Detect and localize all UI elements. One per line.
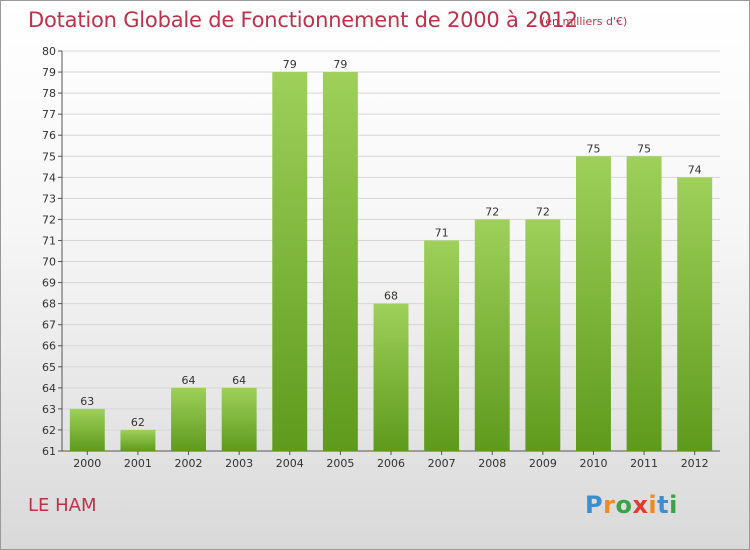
y-tick-label: 77 <box>42 108 56 121</box>
data-label: 75 <box>586 142 600 155</box>
data-label: 79 <box>333 58 347 71</box>
y-tick-label: 62 <box>42 424 56 437</box>
x-tick-label: 2004 <box>276 457 304 470</box>
y-tick-label: 79 <box>42 66 56 79</box>
data-label: 72 <box>536 205 550 218</box>
data-label: 68 <box>384 290 398 303</box>
x-tick-label: 2007 <box>428 457 456 470</box>
data-label: 74 <box>688 163 702 176</box>
chart-subtitle: (en milliers d'€) <box>541 15 628 28</box>
data-label: 64 <box>182 374 196 387</box>
bar <box>424 240 460 451</box>
y-tick-label: 63 <box>42 403 56 416</box>
data-label: 71 <box>435 226 449 239</box>
bar <box>677 177 713 451</box>
data-labels: 63 62 64 64 79 79 68 71 72 72 75 75 74 <box>80 58 701 429</box>
bar <box>626 156 662 451</box>
logo-letter: o <box>615 491 633 519</box>
bar <box>474 219 510 451</box>
y-tick-label: 80 <box>42 45 56 58</box>
x-tick-label: 2011 <box>630 457 658 470</box>
x-tick-label: 2001 <box>124 457 152 470</box>
x-tick-label: 2008 <box>478 457 506 470</box>
logo-letter: i <box>648 491 658 519</box>
data-label: 75 <box>637 142 651 155</box>
logo-letter: x <box>632 491 649 519</box>
y-tick-label: 72 <box>42 213 56 226</box>
bar <box>221 387 257 451</box>
y-tick-label: 75 <box>42 150 56 163</box>
y-tick-label: 74 <box>42 171 56 184</box>
y-tick-label: 71 <box>42 234 56 247</box>
x-tick-label: 2010 <box>579 457 607 470</box>
data-label: 79 <box>283 58 297 71</box>
x-tick-label: 2003 <box>225 457 253 470</box>
logo-letter: t <box>657 491 670 519</box>
x-tick-label: 2006 <box>377 457 405 470</box>
logo-letter: i <box>669 491 678 519</box>
commune-name: LE HAM <box>28 495 97 516</box>
y-tick-label: 65 <box>42 361 56 374</box>
y-tick-label: 64 <box>42 382 56 395</box>
bar <box>525 219 561 451</box>
data-label: 72 <box>485 205 499 218</box>
data-label: 62 <box>131 416 145 429</box>
y-tick-label: 73 <box>42 192 56 205</box>
bar <box>120 429 156 451</box>
data-label: 63 <box>80 395 94 408</box>
y-tick-label: 67 <box>42 319 56 332</box>
bar <box>575 156 611 451</box>
proxiti-logo: Proxiti <box>585 491 678 519</box>
bar <box>272 72 308 451</box>
y-tick-label: 78 <box>42 87 56 100</box>
bars <box>69 72 713 451</box>
bar <box>69 408 105 451</box>
y-tick-label: 69 <box>42 277 56 290</box>
x-tick-label: 2000 <box>73 457 101 470</box>
y-tick-label: 76 <box>42 129 56 142</box>
logo-letter: r <box>603 491 616 519</box>
bar <box>322 72 358 451</box>
x-tick-label: 2005 <box>326 457 354 470</box>
x-tick-label: 2009 <box>529 457 557 470</box>
bar <box>171 387 207 451</box>
y-tick-label: 61 <box>42 445 56 458</box>
x-tick-label: 2012 <box>681 457 709 470</box>
y-tick-label: 70 <box>42 256 56 269</box>
chart-title: Dotation Globale de Fonctionnement de 20… <box>28 8 578 32</box>
bar <box>373 303 409 451</box>
x-tick-label: 2002 <box>175 457 203 470</box>
logo-letter: P <box>585 491 604 519</box>
y-tick-label: 66 <box>42 340 56 353</box>
y-tick-label: 68 <box>42 298 56 311</box>
data-label: 64 <box>232 374 246 387</box>
